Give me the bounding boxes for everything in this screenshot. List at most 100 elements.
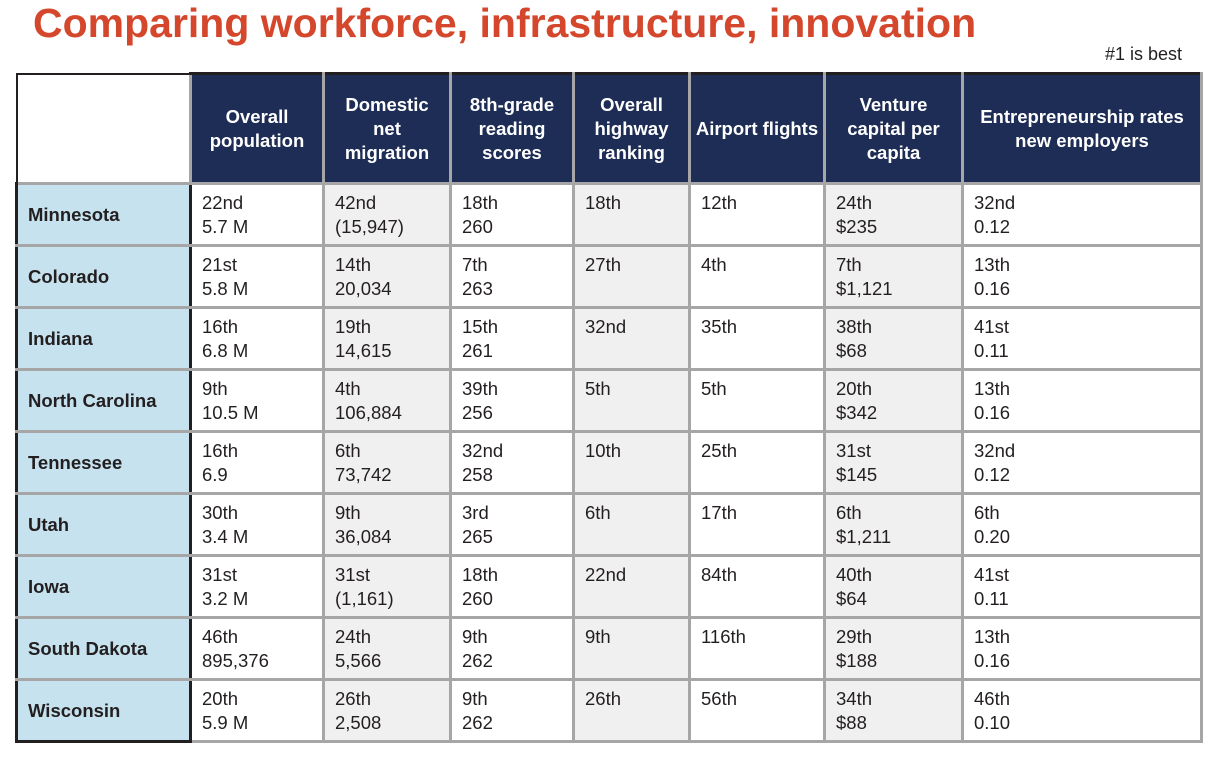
rank-value: 16th	[202, 316, 239, 337]
metric-value: 0.11	[974, 588, 1009, 609]
rank-value: 13th	[974, 254, 1011, 275]
rank-value: 9th	[462, 688, 488, 709]
rank-value: 15th	[462, 316, 499, 337]
cell-pop: 22nd 5.7 M	[189, 182, 325, 247]
cell-vc: 7th $1,121	[823, 244, 964, 309]
cell-pop: 9th 10.5 M	[189, 368, 325, 433]
rank-value: 16th	[202, 440, 239, 461]
metric-value: $68	[836, 340, 867, 361]
rank-value: 18th	[462, 192, 499, 213]
rank-value: 9th	[202, 378, 228, 399]
column-header: Domestic net migration	[322, 72, 452, 185]
state-name: North Carolina	[15, 368, 192, 433]
metric-value: 73,742	[335, 464, 392, 485]
rank-value: 31st	[836, 440, 871, 461]
cell-air: 12th	[688, 182, 826, 247]
metric-value: 261	[462, 340, 493, 361]
table-row: Indiana 16th 6.8 M 19th 14,615 15th 261 32nd 35t…	[15, 306, 1203, 371]
rank-value: 35th	[701, 316, 738, 337]
rank-value: 18th	[585, 192, 622, 213]
metric-value: 0.20	[974, 526, 1011, 547]
rank-value: 3rd	[462, 502, 489, 523]
metric-value: 262	[462, 650, 493, 671]
comparison-table: Overall population Domestic net migratio…	[15, 72, 1203, 743]
cell-pop: 16th 6.9	[189, 430, 325, 495]
table-row: Tennessee 16th 6.9 6th 73,742 32nd 258 10th 25th…	[15, 430, 1203, 495]
metric-value: 5.7 M	[202, 216, 249, 237]
cell-air: 17th	[688, 492, 826, 557]
metric-value: $145	[836, 464, 878, 485]
cell-vc: 38th $68	[823, 306, 964, 371]
rank-value: 10th	[585, 440, 622, 461]
cell-ent: 32nd 0.12	[961, 430, 1203, 495]
cell-air: 35th	[688, 306, 826, 371]
metric-value: $188	[836, 650, 878, 671]
state-name: Iowa	[15, 554, 192, 619]
cell-ent: 13th 0.16	[961, 616, 1203, 681]
rank-value: 6th	[335, 440, 361, 461]
metric-value: 263	[462, 278, 493, 299]
rank-value: 30th	[202, 502, 239, 523]
rank-value: 56th	[701, 688, 738, 709]
cell-ent: 6th 0.20	[961, 492, 1203, 557]
metric-value: 2,508	[335, 712, 382, 733]
rank-value: 9th	[335, 502, 361, 523]
cell-read: 9th 262	[449, 616, 575, 681]
metric-value: 36,084	[335, 526, 392, 547]
state-name: South Dakota	[15, 616, 192, 681]
rank-value: 5th	[585, 378, 611, 399]
cell-ent: 13th 0.16	[961, 244, 1203, 309]
cell-read: 3rd 265	[449, 492, 575, 557]
metric-value: 3.2 M	[202, 588, 249, 609]
cell-read: 39th 256	[449, 368, 575, 433]
rank-value: 27th	[585, 254, 622, 275]
metric-value: 0.16	[974, 650, 1011, 671]
state-name: Tennessee	[15, 430, 192, 495]
cell-hwy: 10th	[572, 430, 691, 495]
state-name: Utah	[15, 492, 192, 557]
rank-value: 6th	[836, 502, 862, 523]
table-body: Minnesota 22nd 5.7 M 42nd (15,947) 18th 260 18t…	[15, 182, 1203, 743]
metric-value: $88	[836, 712, 867, 733]
cell-read: 18th 260	[449, 554, 575, 619]
metric-value: 258	[462, 464, 493, 485]
cell-ent: 13th 0.16	[961, 368, 1203, 433]
rank-value: 21st	[202, 254, 237, 275]
corner-cell	[15, 72, 192, 185]
table-row: Utah 30th 3.4 M 9th 36,084 3rd 265 6th 17th 6th $1…	[15, 492, 1203, 557]
table-row: Colorado 21st 5.8 M 14th 20,034 7th 263 27th 4th…	[15, 244, 1203, 309]
header-row: Overall population Domestic net migratio…	[15, 72, 1203, 185]
cell-pop: 21st 5.8 M	[189, 244, 325, 309]
rank-value: 18th	[462, 564, 499, 585]
cell-ent: 46th 0.10	[961, 678, 1203, 743]
cell-air: 4th	[688, 244, 826, 309]
rank-value: 13th	[974, 378, 1011, 399]
cell-mig: 31st (1,161)	[322, 554, 452, 619]
metric-value: 6.8 M	[202, 340, 249, 361]
metric-value: 0.12	[974, 464, 1011, 485]
metric-value: 20,034	[335, 278, 392, 299]
cell-ent: 32nd 0.12	[961, 182, 1203, 247]
cell-pop: 20th 5.9 M	[189, 678, 325, 743]
cell-hwy: 26th	[572, 678, 691, 743]
rank-value: 32nd	[974, 440, 1016, 461]
rank-value: 13th	[974, 626, 1011, 647]
metric-value: 3.4 M	[202, 526, 249, 547]
table-row: Wisconsin 20th 5.9 M 26th 2,508 9th 262 26th 56t…	[15, 678, 1203, 743]
metric-value: 6.9	[202, 464, 228, 485]
cell-air: 5th	[688, 368, 826, 433]
metric-value: $1,211	[836, 526, 892, 547]
rank-value: 32nd	[462, 440, 504, 461]
cell-read: 18th 260	[449, 182, 575, 247]
metric-value: 0.16	[974, 278, 1011, 299]
metric-value: 106,884	[335, 402, 402, 423]
cell-air: 25th	[688, 430, 826, 495]
column-header: 8th-grade reading scores	[449, 72, 575, 185]
metric-value: 10.5 M	[202, 402, 259, 423]
metric-value: $64	[836, 588, 867, 609]
column-header: Venture capital per capita	[823, 72, 964, 185]
cell-hwy: 5th	[572, 368, 691, 433]
metric-value: 0.16	[974, 402, 1011, 423]
rank-value: 9th	[462, 626, 488, 647]
table-row: Minnesota 22nd 5.7 M 42nd (15,947) 18th 260 18t…	[15, 182, 1203, 247]
